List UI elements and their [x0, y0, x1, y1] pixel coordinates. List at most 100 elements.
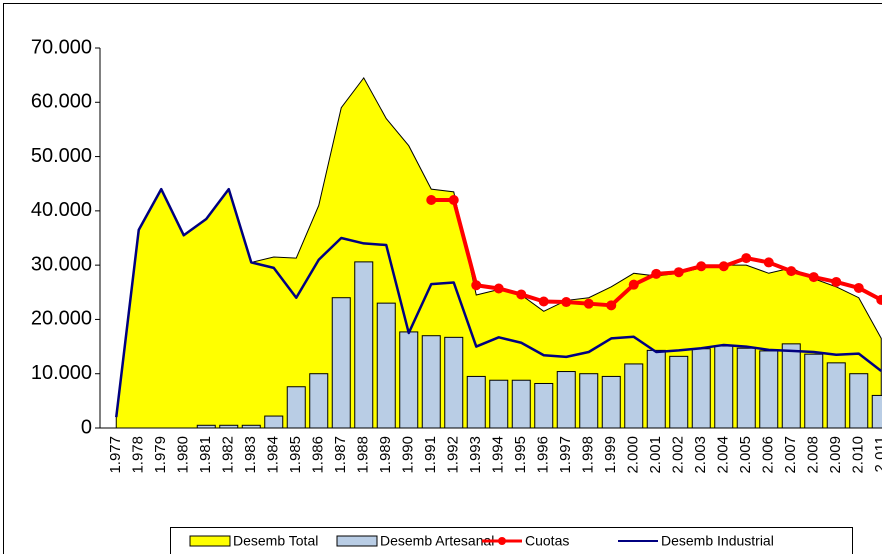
marker	[471, 280, 482, 291]
x-tick-label: 2.001	[647, 436, 664, 474]
bar	[736, 347, 756, 429]
marker	[763, 257, 774, 268]
x-tick-label: 1.996	[535, 436, 552, 474]
bar	[601, 375, 621, 429]
x-tick-label: 1.989	[377, 436, 394, 474]
bar	[376, 302, 396, 429]
y-tick-label: 0	[81, 416, 92, 438]
y-tick-label: 10.000	[31, 362, 92, 384]
marker	[493, 283, 504, 294]
x-tick-label: 1.991	[422, 436, 439, 474]
y-tick-label: 30.000	[31, 253, 92, 275]
x-tick-label: 1.985	[287, 436, 304, 474]
x-tick-label: 2.006	[760, 436, 777, 474]
marker	[426, 195, 437, 205]
marker	[876, 294, 882, 305]
legend-label: Cuotas	[525, 533, 569, 549]
marker	[561, 297, 572, 308]
marker	[786, 266, 797, 277]
y-tick-label: 60.000	[31, 91, 92, 113]
x-tick-label: 2.010	[850, 436, 867, 474]
x-tick-label: 1.987	[332, 436, 349, 474]
x-tick-label: 1.998	[580, 436, 597, 474]
legend-swatch	[189, 535, 231, 547]
x-tick-label: 2.000	[625, 436, 642, 474]
x-tick-label: 1.986	[310, 436, 327, 474]
x-tick-label: 1.988	[355, 436, 372, 474]
legend-label: Desemb Total	[233, 533, 318, 549]
x-tick-label: 2.002	[670, 436, 687, 474]
x-tick-label: 2.007	[782, 436, 799, 474]
x-tick-label: 1.997	[557, 436, 574, 474]
marker	[718, 261, 729, 272]
x-tick-label: 2.011	[872, 436, 882, 472]
legend-marker	[498, 537, 506, 545]
bar	[421, 335, 441, 429]
marker	[583, 298, 594, 309]
legend-label: Desemb Industrial	[661, 533, 774, 549]
x-tick-label: 2.004	[715, 436, 732, 474]
marker	[831, 276, 842, 287]
bar	[849, 373, 869, 429]
x-tick-label: 1.978	[130, 436, 147, 474]
legend-label: Desemb Artesanal	[380, 533, 494, 549]
line	[115, 187, 882, 418]
legend-swatch	[336, 535, 378, 547]
bar	[331, 297, 351, 429]
x-tick-label: 2.009	[827, 436, 844, 474]
x-tick-label: 1.977	[107, 436, 124, 474]
bar	[691, 348, 711, 429]
marker	[538, 296, 549, 307]
bar	[444, 336, 464, 429]
x-tick-label: 1.980	[175, 436, 192, 474]
marker	[853, 282, 864, 293]
marker	[673, 267, 684, 278]
bar	[871, 394, 882, 429]
bar	[489, 379, 509, 429]
bar	[264, 415, 284, 429]
bar	[354, 261, 374, 429]
bar	[511, 379, 531, 429]
x-tick-label: 1.992	[445, 436, 462, 474]
bar	[309, 373, 329, 429]
bar	[669, 355, 689, 429]
x-tick-label: 1.999	[602, 436, 619, 474]
marker	[448, 195, 459, 205]
x-tick-label: 1.994	[490, 436, 507, 474]
marker	[651, 268, 662, 279]
bar	[624, 363, 644, 429]
bar	[534, 382, 554, 429]
y-tick-label: 40.000	[31, 199, 92, 221]
bar	[646, 349, 666, 429]
x-tick-label: 1.982	[220, 436, 237, 474]
x-tick-label: 1.981	[197, 436, 214, 474]
bar	[804, 353, 824, 429]
bar	[714, 345, 734, 429]
bar	[466, 375, 486, 429]
y-tick-label: 20.000	[31, 308, 92, 330]
chart-frame	[3, 3, 882, 554]
x-tick-label: 1.983	[242, 436, 259, 474]
bar	[579, 373, 599, 429]
bar	[781, 343, 801, 429]
y-tick-label: 70.000	[31, 36, 92, 58]
marker	[696, 261, 707, 272]
marker	[606, 300, 617, 311]
bar	[759, 350, 779, 429]
x-tick-label: 1.995	[512, 436, 529, 474]
bar	[399, 331, 419, 429]
y-tick-label: 50.000	[31, 145, 92, 167]
x-tick-label: 1.979	[152, 436, 169, 474]
marker	[808, 272, 819, 283]
x-tick-label: 1.993	[467, 436, 484, 474]
bar	[286, 386, 306, 429]
x-tick-label: 2.008	[805, 436, 822, 474]
marker	[628, 279, 639, 290]
x-tick-label: 2.005	[737, 436, 754, 474]
x-tick-label: 2.003	[692, 436, 709, 474]
x-tick-label: 1.984	[265, 436, 282, 474]
bar	[826, 362, 846, 429]
marker	[741, 253, 752, 264]
